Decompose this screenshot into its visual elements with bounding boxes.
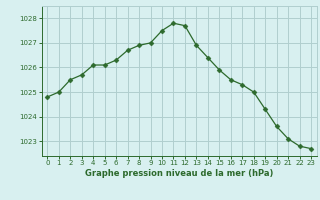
X-axis label: Graphe pression niveau de la mer (hPa): Graphe pression niveau de la mer (hPa) [85,169,273,178]
